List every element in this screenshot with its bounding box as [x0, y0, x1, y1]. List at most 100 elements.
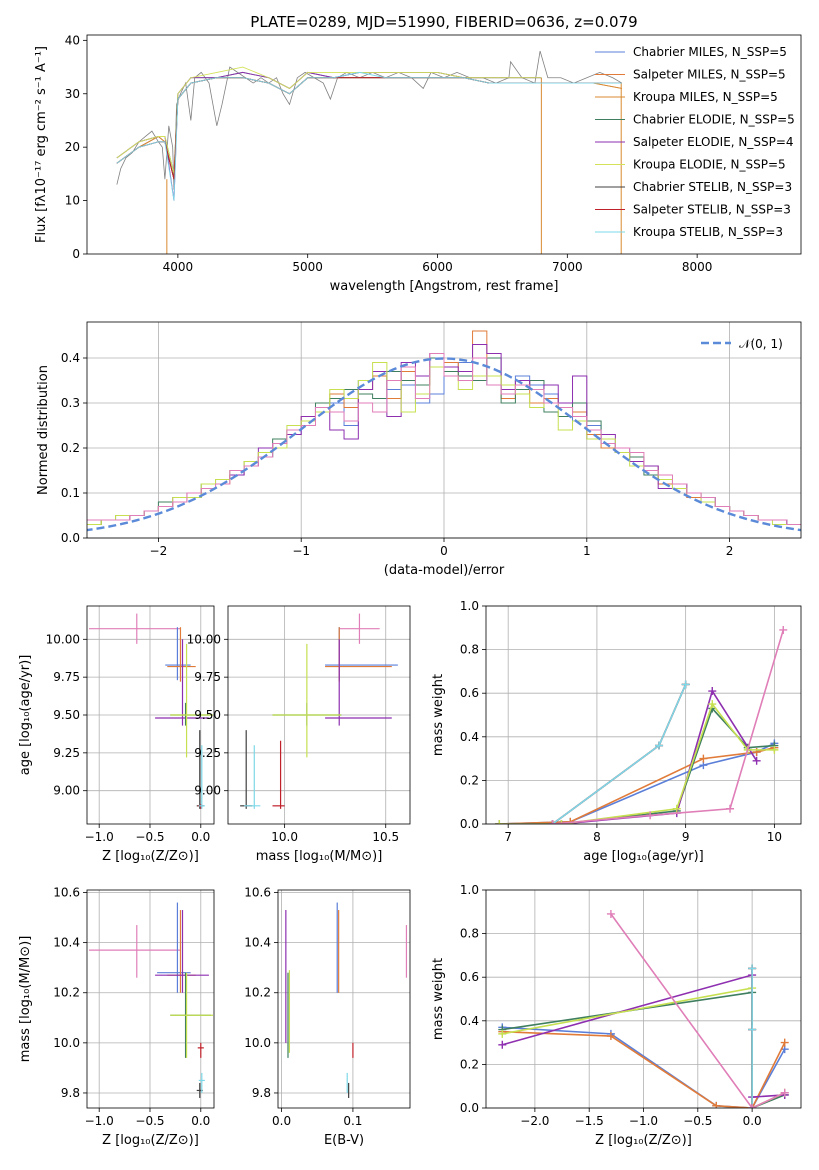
data-point	[89, 925, 181, 978]
y-tick-label: 40	[65, 33, 80, 47]
x-tick-label: 8000	[682, 260, 713, 274]
chart-title: PLATE=0289, MJD=51990, FIBERID=0636, z=0…	[250, 13, 637, 31]
data-point	[170, 643, 213, 758]
y-tick-label: 10.4	[244, 936, 271, 950]
x-tick-label: 0.0	[191, 830, 210, 844]
y-tick-label: 10.0	[244, 1036, 271, 1050]
y-tick-label: 0.8	[460, 927, 479, 941]
y-axis-label: mass [log₁₀(M/M⊙)]	[18, 936, 33, 1063]
weight-marker	[770, 745, 779, 754]
model-line	[116, 66, 542, 174]
data-point	[170, 972, 213, 1058]
plot-area	[116, 50, 623, 254]
x-tick-label: 5000	[292, 260, 323, 274]
y-tick-label: 20	[65, 140, 80, 154]
y-tick-label: 30	[65, 87, 80, 101]
y-tick-label: 9.50	[194, 708, 221, 722]
axes-frame	[86, 34, 802, 255]
plot-area	[89, 902, 213, 1098]
x-tick-label: 10.0	[271, 830, 298, 844]
y-tick-label: 0.0	[460, 817, 479, 831]
y-tick-label: 10.0	[53, 1036, 80, 1050]
x-tick-label: 10.5	[372, 830, 399, 844]
legend-label: Chabrier MILES, N_SSP=5	[633, 45, 787, 59]
y-tick-label: 0.2	[460, 1057, 479, 1071]
axes-frame	[86, 321, 802, 539]
weight-marker	[606, 909, 615, 918]
y-tick-label: 0.4	[61, 351, 80, 365]
weight-marker	[498, 1029, 507, 1038]
x-tick-label: 0.0	[272, 1114, 291, 1128]
weight-line	[499, 706, 775, 824]
x-axis-label: Z [log₁₀(Z/Z⊙)]	[595, 1133, 692, 1148]
weight-marker	[708, 687, 717, 696]
y-tick-label: 10.00	[46, 632, 80, 646]
weight-marker	[557, 820, 566, 824]
plot-age-vs-mass: 10.0 10.5 9.00 9.25 9.50 9.75 10.00 mass [log₁₀…	[187, 605, 411, 864]
weight-marker	[779, 625, 788, 634]
x-axis-label: age [log₁₀(age/yr)]	[583, 849, 704, 864]
weight-marker	[681, 680, 690, 689]
model-line	[116, 77, 622, 180]
y-tick-label: 0.2	[61, 441, 80, 455]
weight-line	[552, 684, 687, 824]
y-tick-label: 10.2	[53, 986, 80, 1000]
y-tick-label: 1.0	[460, 883, 479, 897]
weight-marker	[498, 1040, 507, 1049]
plot-area	[498, 909, 789, 1108]
x-tick-label: 0.0	[743, 1114, 762, 1128]
x-tick-label: −1.0	[85, 830, 114, 844]
plot-area	[89, 613, 213, 809]
y-tick-label: 0.4	[460, 730, 479, 744]
data-point	[272, 740, 285, 809]
data-point	[155, 910, 209, 993]
legend-label: Salpeter ELODIE, N_SSP=4	[633, 135, 794, 149]
legend-label: Kroupa ELODIE, N_SSP=5	[633, 158, 786, 172]
x-tick-label: −0.5	[135, 830, 164, 844]
plot-area	[240, 613, 398, 809]
data-point	[325, 627, 398, 681]
y-tick-label: 10.4	[53, 936, 80, 950]
x-tick-label: −1.5	[575, 1114, 604, 1128]
x-tick-label: 1	[583, 544, 591, 558]
data-point	[339, 613, 380, 644]
data-point	[240, 730, 253, 809]
plot-area	[495, 625, 788, 824]
y-tick-label: 0.0	[460, 1101, 479, 1115]
weight-marker	[748, 1025, 757, 1034]
weight-line	[552, 684, 687, 824]
plot-mass-vs-ebv: 0.0 0.1 9.8 10.0 10.2 10.4 10.6 E(B-V)	[244, 886, 411, 1148]
data-point	[155, 639, 209, 726]
x-tick-label: −2	[150, 544, 168, 558]
weight-line	[499, 702, 775, 824]
model-line	[116, 77, 622, 180]
y-tick-label: 10.2	[244, 986, 271, 1000]
weight-marker	[606, 1032, 615, 1041]
plot-area	[87, 330, 801, 532]
y-tick-label: 9.8	[61, 1086, 80, 1100]
weight-marker	[672, 804, 681, 813]
y-tick-label: 9.8	[252, 1086, 271, 1100]
plot-spectrum: 4000 5000 6000 7000 8000 0 10 20 30 40 wavelength …	[34, 13, 802, 294]
x-axis-label: Z [log₁₀(Z/Z⊙)]	[102, 1133, 199, 1148]
axes-frame	[86, 889, 215, 1109]
weight-marker	[699, 754, 708, 763]
y-tick-label: 9.25	[194, 746, 221, 760]
y-tick-label: 0.8	[460, 643, 479, 657]
axes-frame	[277, 889, 411, 1109]
plot-age-vs-z: −1.0 −0.5 0.0 9.00 9.25 9.50 9.75 10.00 Z [log₁₀…	[18, 605, 215, 864]
model-line	[116, 77, 622, 180]
y-tick-label: 9.00	[53, 784, 80, 798]
x-tick-label: 0	[440, 544, 448, 558]
y-tick-label: 9.25	[53, 746, 80, 760]
data-point	[244, 745, 261, 809]
x-tick-label: 2	[726, 544, 734, 558]
y-tick-label: 0.3	[61, 396, 80, 410]
x-tick-label: −0.5	[135, 1114, 164, 1128]
y-axis-label: age [log₁₀(age/yr)]	[18, 655, 33, 776]
plot-weight-vs-z: −2.0 −1.5 −1.0 −0.5 0.0 0.0 0.2 0.4 0.6 0.8 1.0 Z […	[431, 883, 802, 1148]
y-axis-label: mass weight	[431, 958, 446, 1040]
x-tick-label: −1.0	[629, 1114, 658, 1128]
x-axis-label: wavelength [Angstrom, rest frame]	[330, 279, 559, 294]
y-tick-label: 0.6	[460, 970, 479, 984]
